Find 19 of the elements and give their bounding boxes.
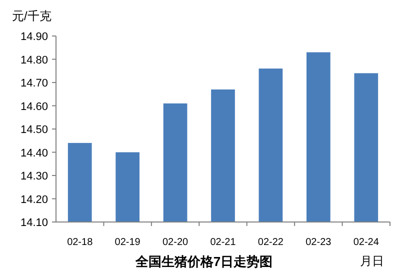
x-tick-label: 02-19	[114, 237, 141, 248]
y-tick-label: 14.70	[20, 78, 48, 90]
x-tick-label: 02-22	[258, 237, 284, 248]
x-tick-label: 02-21	[210, 237, 236, 248]
x-tick-label: 02-20	[162, 237, 189, 248]
x-tick-label: 02-24	[353, 237, 380, 248]
y-tick-label: 14.80	[20, 54, 48, 66]
y-tick-label: 14.10	[20, 217, 48, 229]
y-tick-label: 14.90	[20, 31, 48, 43]
y-tick-label: 14.40	[20, 147, 48, 160]
y-tick-label: 14.20	[20, 194, 48, 206]
x-tick-label: 02-18	[67, 237, 94, 248]
x-axis-title: 月日	[360, 254, 384, 268]
text: 全国生猪价格7日走势图	[134, 254, 273, 269]
y-tick-label: 14.60	[20, 100, 48, 113]
y-tick-label: 14.50	[20, 124, 48, 136]
y-axis-title: 元/千克	[12, 9, 52, 23]
y-tick-label: 14.30	[20, 170, 48, 182]
x-tick-label: 02-23	[306, 237, 332, 248]
